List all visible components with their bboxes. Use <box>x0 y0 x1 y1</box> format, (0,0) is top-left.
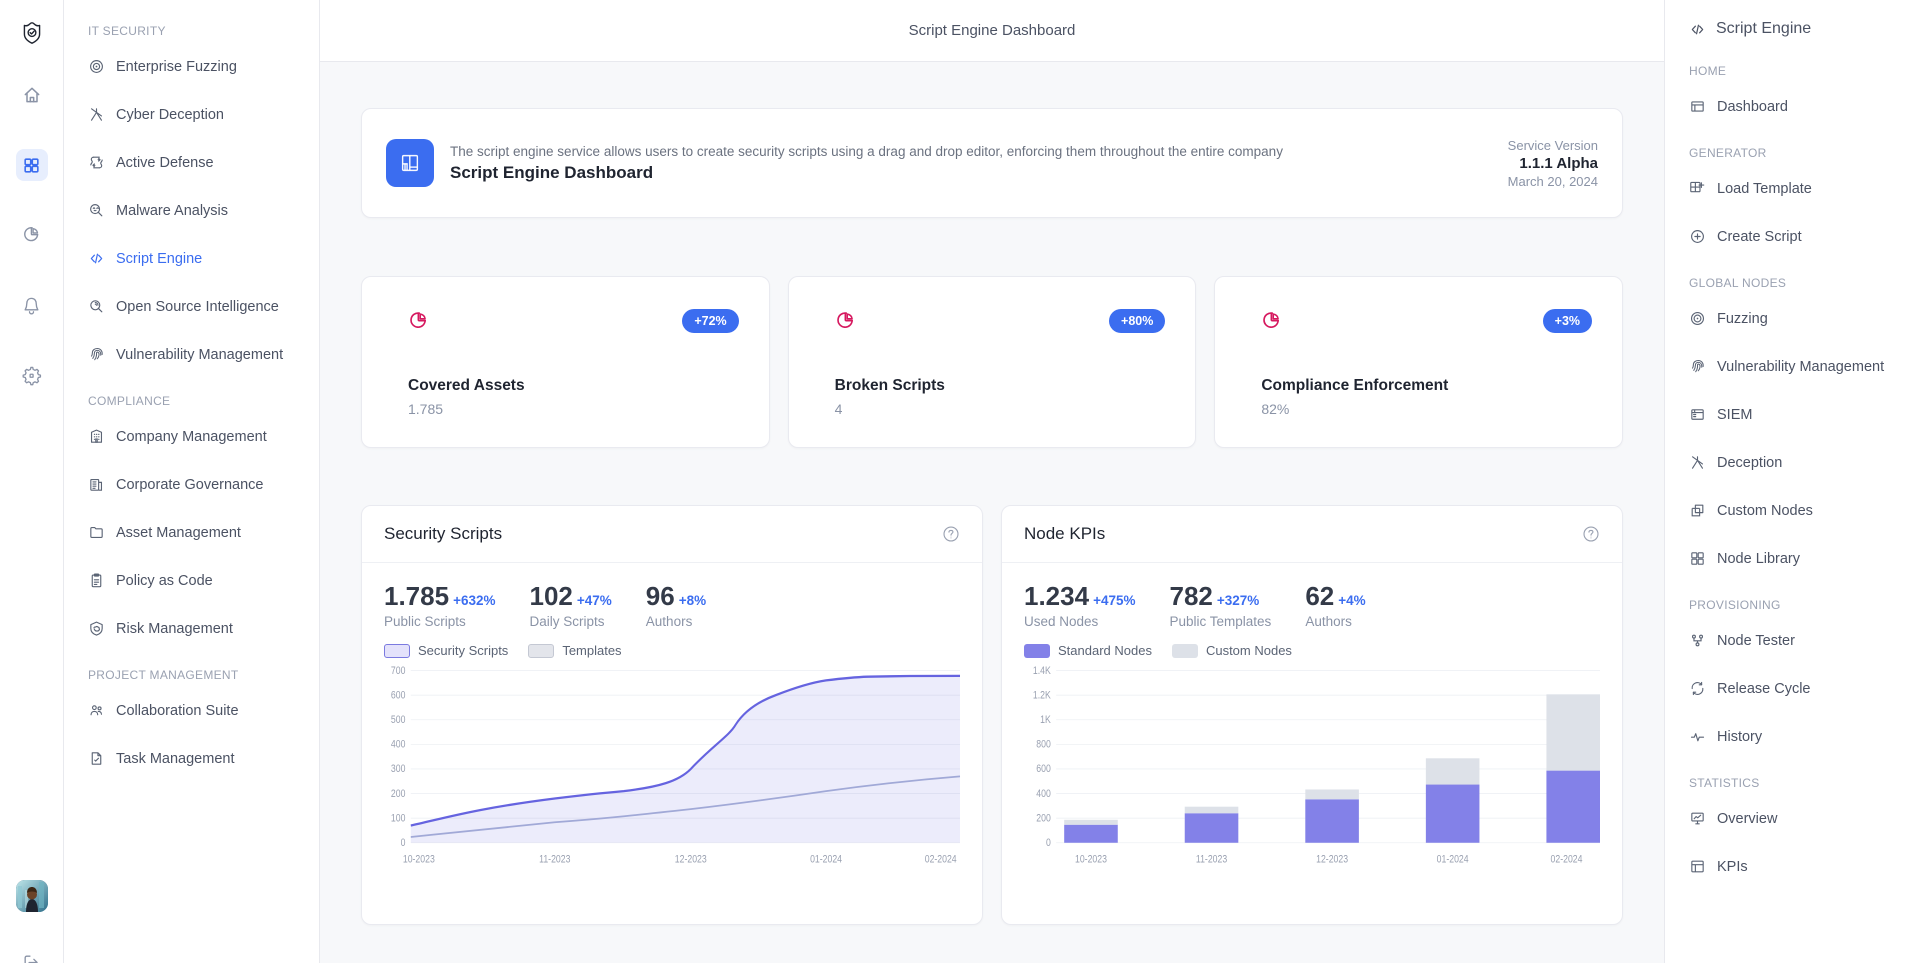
svg-text:12-2023: 12-2023 <box>1316 854 1348 866</box>
svg-text:12-2023: 12-2023 <box>675 854 707 866</box>
svg-text:11-2023: 11-2023 <box>1196 854 1227 866</box>
svg-text:0: 0 <box>401 837 406 849</box>
svg-text:300: 300 <box>391 763 406 775</box>
svg-text:200: 200 <box>391 788 406 800</box>
svg-text:600: 600 <box>391 690 406 702</box>
svg-text:600: 600 <box>1036 763 1051 775</box>
svg-text:400: 400 <box>1036 788 1051 800</box>
svg-text:400: 400 <box>391 739 406 751</box>
svg-text:100: 100 <box>391 813 406 825</box>
svg-text:11-2023: 11-2023 <box>539 854 570 866</box>
svg-text:01-2024: 01-2024 <box>1437 854 1469 866</box>
svg-text:02-2024: 02-2024 <box>1551 854 1583 866</box>
svg-text:01-2024: 01-2024 <box>810 854 842 866</box>
svg-text:500: 500 <box>391 714 406 726</box>
svg-text:1K: 1K <box>1040 714 1051 726</box>
svg-text:800: 800 <box>1036 739 1051 751</box>
svg-text:1.4K: 1.4K <box>1033 665 1051 677</box>
svg-text:1.2K: 1.2K <box>1033 690 1051 702</box>
svg-text:700: 700 <box>391 665 406 677</box>
svg-text:0: 0 <box>1046 837 1051 849</box>
svg-text:10-2023: 10-2023 <box>1075 854 1107 866</box>
svg-text:200: 200 <box>1036 813 1051 825</box>
svg-text:02-2024: 02-2024 <box>925 854 957 866</box>
svg-text:10-2023: 10-2023 <box>403 854 435 866</box>
